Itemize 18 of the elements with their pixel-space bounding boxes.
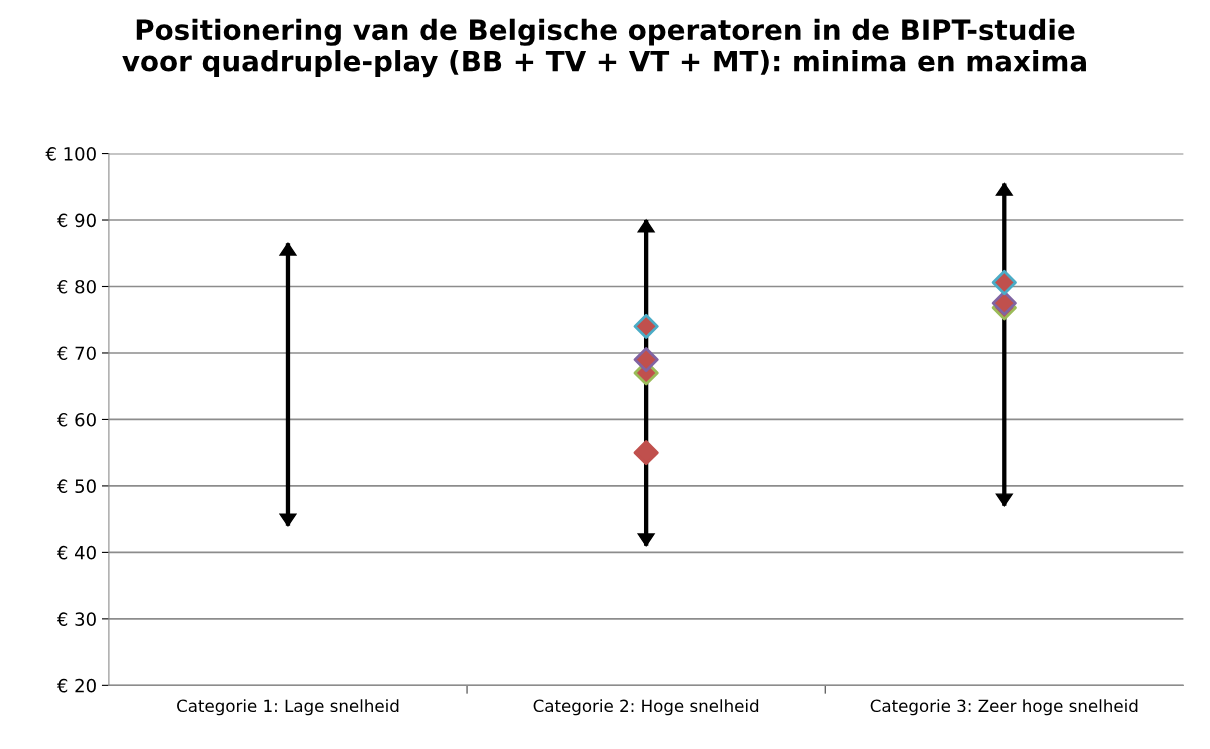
x-tick-label: Categorie 2: Hoge snelheid — [533, 699, 759, 716]
y-tick-label: € 60 — [56, 412, 96, 427]
point — [991, 269, 1017, 296]
chart-title: Positionering van de Belgische operatoren in de BIPT-studie voor quadruple-play (BB + TV + VT + MT): minima en maxima — [122, 18, 1086, 78]
y-tick-label: € 40 — [56, 545, 96, 560]
point — [991, 290, 1017, 316]
point — [633, 347, 659, 373]
point — [633, 313, 659, 339]
y-tick-label: € 70 — [56, 346, 96, 361]
y-tick-label: € 20 — [56, 678, 96, 693]
point — [633, 440, 659, 466]
y-tick-label: € 30 — [56, 612, 96, 626]
x-tick-label: Categorie 3: Zeer hoge snelheid — [870, 699, 1138, 716]
y-tick-label: € 90 — [56, 213, 96, 228]
y-tick-label: € 50 — [56, 479, 96, 494]
y-tick-label: € 80 — [56, 279, 96, 294]
x-tick-label: Categorie 1: Lage snelheid — [177, 699, 399, 716]
y-tick-label: € 100 — [45, 147, 96, 161]
